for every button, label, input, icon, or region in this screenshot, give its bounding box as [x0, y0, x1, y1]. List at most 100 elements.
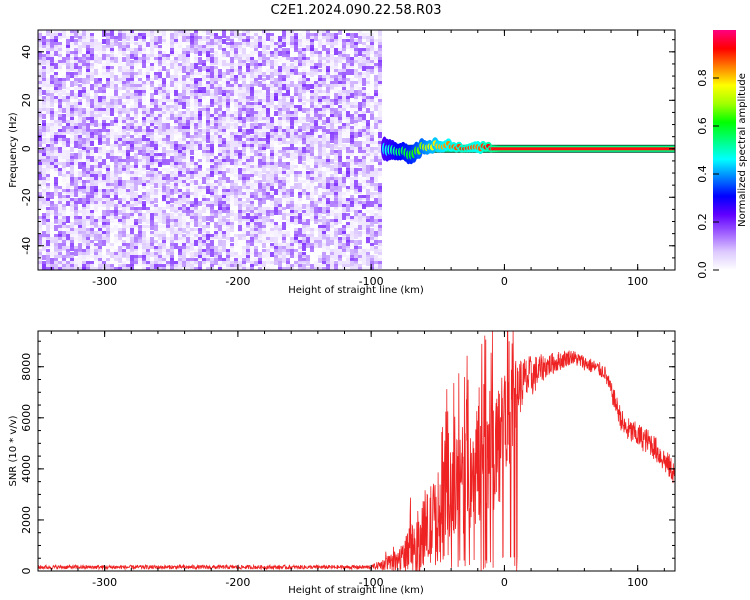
spectrogram-cell	[282, 150, 286, 157]
spectrogram-cell	[82, 63, 86, 68]
spectrogram-cell	[318, 60, 322, 65]
spectrogram-cell	[38, 111, 42, 118]
spectrogram-cell	[342, 96, 346, 102]
spectrogram-cell	[238, 225, 242, 232]
spectrogram-cell	[126, 99, 130, 104]
spectrogram-cell	[194, 174, 198, 182]
spectrogram-cell	[238, 159, 242, 166]
spectrogram-cell	[226, 123, 230, 130]
spectrogram-cell	[102, 240, 106, 246]
spectrogram-cell	[170, 207, 174, 212]
spectrogram-cell	[146, 255, 150, 261]
figure-title: C2E1.2024.090.22.58.R03	[270, 3, 441, 18]
spectrogram-cell	[326, 159, 330, 164]
spectrogram-cell	[310, 231, 314, 236]
spectrogram-cell	[230, 57, 234, 65]
spectrogram-cell	[122, 267, 126, 270]
spectrogram-cell	[110, 147, 114, 152]
spectrogram-cell	[166, 180, 170, 185]
spectrogram-cell	[294, 30, 298, 35]
spectrogram-cell	[210, 159, 214, 164]
spectrogram-cell	[50, 33, 54, 39]
spectrogram-cell	[74, 108, 78, 113]
spectrogram-cell	[226, 135, 230, 142]
spectrogram-cell	[214, 258, 218, 265]
spectrogram-cell	[326, 231, 330, 236]
spectrogram-cell	[242, 168, 246, 173]
spectrogram-cell	[294, 159, 298, 166]
spectrogram-cell	[158, 120, 162, 125]
spectrogram-cell	[198, 174, 202, 179]
spectrogram-cell	[154, 90, 158, 95]
spectrogram-cell	[270, 93, 274, 99]
spectrogram-cell	[198, 144, 202, 150]
spectrogram-cell	[230, 39, 234, 44]
spectrogram-cell	[354, 165, 358, 170]
spectrogram-cell	[258, 183, 262, 189]
spectrogram-cell	[74, 72, 78, 77]
spectrogram-cell	[354, 141, 358, 147]
spectrogram-cell	[298, 66, 302, 72]
spectrogram-cell	[206, 249, 210, 257]
spectrogram-cell	[122, 231, 126, 238]
spectrogram-cell	[110, 156, 114, 162]
spectrogram-cell	[86, 30, 90, 37]
spectrogram-cell	[330, 264, 334, 270]
spectrogram-cell	[242, 45, 246, 50]
spectrogram-cell	[222, 174, 226, 180]
spectrogram-cell	[162, 36, 166, 41]
spectrogram-cell	[342, 252, 346, 259]
spectrogram-cell	[318, 114, 322, 119]
spectrogram-cell	[70, 147, 74, 152]
spectrogram-cell	[194, 126, 198, 131]
spectrogram-cell	[86, 219, 90, 226]
spectrogram-cell	[306, 165, 310, 170]
spectrogram-cell	[142, 240, 146, 245]
spectrogram-cell	[226, 162, 230, 170]
spectrogram-cell	[90, 54, 94, 61]
spectrogram-cell	[358, 90, 362, 97]
spectrogram-cell	[342, 138, 346, 143]
spectrogram-cell	[198, 120, 202, 128]
spectrogram-cell	[42, 105, 46, 110]
spectrogram-cell	[38, 93, 42, 98]
spectrogram-cell	[282, 42, 286, 47]
spectrogram-cell	[46, 123, 50, 128]
spectrogram-cell	[290, 108, 294, 113]
spectrogram-cell	[114, 225, 118, 231]
spectrogram-cell	[194, 39, 198, 47]
spectrogram-cell	[154, 54, 158, 59]
spectrogram-cell	[54, 51, 58, 56]
spectrogram-cell	[346, 69, 350, 75]
spectrogram-cell	[130, 255, 134, 261]
spectrogram-cell	[162, 159, 166, 166]
spectrogram-cell	[270, 222, 274, 229]
spectrogram-cell	[210, 234, 214, 239]
spectrogram-cell	[190, 156, 194, 161]
spectrogram-cell	[42, 192, 46, 197]
spectrogram-cell	[122, 57, 126, 62]
spectrogram-cell	[310, 174, 314, 179]
spectrogram-cell	[46, 240, 50, 248]
spectrogram-cell	[138, 90, 142, 95]
spectrogram-cell	[350, 144, 354, 152]
spectrogram-cell	[282, 96, 286, 101]
spectrogram-cell	[62, 63, 66, 68]
spectrogram-cell	[62, 267, 66, 270]
spectrogram-cell	[74, 123, 78, 128]
spectrogram-cell	[190, 213, 194, 218]
spectrogram-cell	[250, 198, 254, 203]
spectrogram-cell	[286, 72, 290, 77]
spectrogram-cell	[202, 159, 206, 167]
spectrogram-cell	[354, 105, 358, 110]
spectrogram-cell	[358, 48, 362, 56]
spectrogram-cell	[338, 165, 342, 170]
spectrogram-cell	[190, 222, 194, 227]
spectrogram-cell	[214, 231, 218, 236]
spectrogram-cell	[178, 231, 182, 237]
spectrogram-cell	[322, 135, 326, 141]
spectrogram-cell	[214, 195, 218, 203]
spectrogram-cell	[78, 84, 82, 89]
spectrogram-cell	[206, 144, 210, 149]
spectrogram-cell	[194, 141, 198, 146]
